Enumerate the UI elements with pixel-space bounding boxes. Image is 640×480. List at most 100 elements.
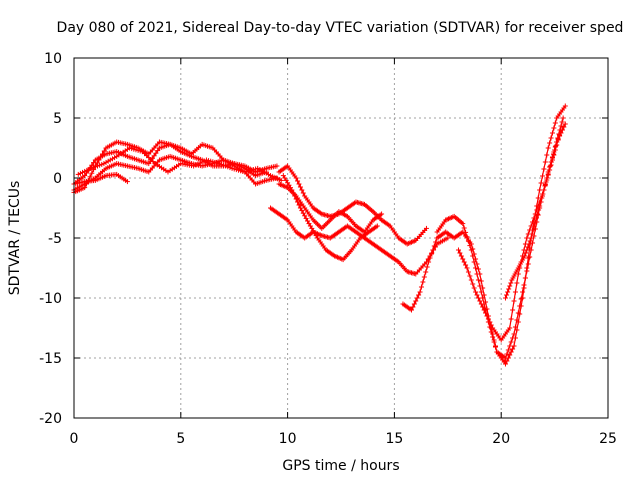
data-point xyxy=(559,119,565,125)
data-point xyxy=(542,159,548,165)
data-point xyxy=(418,284,424,290)
axis-ticks xyxy=(73,57,609,419)
data-point xyxy=(478,289,484,295)
data-point xyxy=(374,223,380,229)
data-point xyxy=(511,331,517,337)
data-point xyxy=(554,139,560,145)
series-line xyxy=(402,105,566,366)
data-point xyxy=(299,187,305,193)
data-point xyxy=(549,130,555,136)
data-point xyxy=(295,178,301,184)
data-point xyxy=(544,175,550,181)
data-point xyxy=(91,160,97,166)
data-point xyxy=(408,307,414,313)
data-point xyxy=(531,223,537,229)
data-point xyxy=(477,298,483,304)
data-point xyxy=(561,124,567,130)
data-point xyxy=(460,221,466,227)
series-track-5 xyxy=(75,145,284,183)
data-point xyxy=(481,307,487,313)
series-track-4 xyxy=(71,171,130,187)
data-point xyxy=(547,140,553,146)
series-group xyxy=(71,103,568,367)
data-point xyxy=(424,264,430,270)
data-point xyxy=(457,250,463,256)
x-tick-label: 15 xyxy=(385,431,403,447)
data-point xyxy=(480,304,486,310)
data-point xyxy=(529,231,535,237)
data-point xyxy=(514,317,520,323)
data-point xyxy=(548,159,554,165)
data-point xyxy=(471,285,477,291)
data-point xyxy=(428,251,434,257)
data-point xyxy=(468,277,474,283)
data-point xyxy=(502,361,508,367)
data-point xyxy=(539,195,545,201)
data-point xyxy=(545,171,551,177)
data-point xyxy=(545,145,551,151)
data-point xyxy=(505,347,511,353)
data-point xyxy=(475,295,481,301)
data-point xyxy=(488,322,494,328)
data-point xyxy=(502,295,508,301)
data-point xyxy=(507,325,513,331)
data-point xyxy=(521,282,527,288)
data-point xyxy=(461,259,467,265)
data-point xyxy=(556,131,562,137)
data-point xyxy=(547,163,553,169)
data-point xyxy=(427,255,433,261)
data-point xyxy=(421,274,427,280)
data-point xyxy=(527,254,533,260)
y-axis-title: SDTVAR / TECUs xyxy=(7,181,23,296)
data-point xyxy=(553,143,559,149)
data-point xyxy=(546,167,552,173)
data-point xyxy=(541,166,547,172)
y-tick-labels: -20 -15 -10 -5 0 5 10 xyxy=(39,51,62,427)
data-point xyxy=(541,187,547,193)
y-tick-label: -10 xyxy=(39,291,62,307)
data-point xyxy=(527,238,533,244)
data-point xyxy=(478,278,484,284)
data-point xyxy=(518,296,524,302)
x-tick-label: 5 xyxy=(176,431,185,447)
x-tick-labels: 0 5 10 15 20 25 xyxy=(70,431,617,447)
data-point xyxy=(562,121,568,127)
data-point xyxy=(491,339,497,345)
data-point xyxy=(522,275,528,281)
data-point xyxy=(483,310,489,316)
data-point xyxy=(502,355,508,361)
data-point xyxy=(87,174,93,180)
x-tick-label: 10 xyxy=(279,431,297,447)
data-point xyxy=(468,247,474,253)
data-point xyxy=(528,247,534,253)
data-point xyxy=(562,103,568,109)
data-point xyxy=(508,339,514,345)
data-point xyxy=(464,234,470,240)
data-point xyxy=(296,181,302,187)
data-point xyxy=(514,280,520,286)
data-point xyxy=(512,324,518,330)
data-point xyxy=(525,261,531,267)
data-point xyxy=(461,225,467,231)
data-point xyxy=(295,199,301,205)
data-point xyxy=(292,193,298,199)
chart-title: Day 080 of 2021, Sidereal Day-to-day VTE… xyxy=(57,20,624,36)
data-point xyxy=(524,247,530,253)
y-tick-label: 5 xyxy=(53,111,62,127)
data-point xyxy=(537,203,543,209)
data-point xyxy=(416,292,422,298)
data-point xyxy=(420,279,426,285)
data-point xyxy=(473,289,479,295)
data-point xyxy=(465,269,471,275)
data-point xyxy=(538,180,544,186)
data-point xyxy=(458,253,464,259)
data-point xyxy=(484,313,490,319)
data-point xyxy=(507,343,513,349)
data-point xyxy=(445,235,451,241)
data-point xyxy=(507,352,513,358)
x-tick-label: 20 xyxy=(492,431,510,447)
series-track-10 xyxy=(400,103,568,367)
data-point xyxy=(510,346,516,352)
data-point xyxy=(537,187,543,193)
y-tick-label: -5 xyxy=(48,231,62,247)
